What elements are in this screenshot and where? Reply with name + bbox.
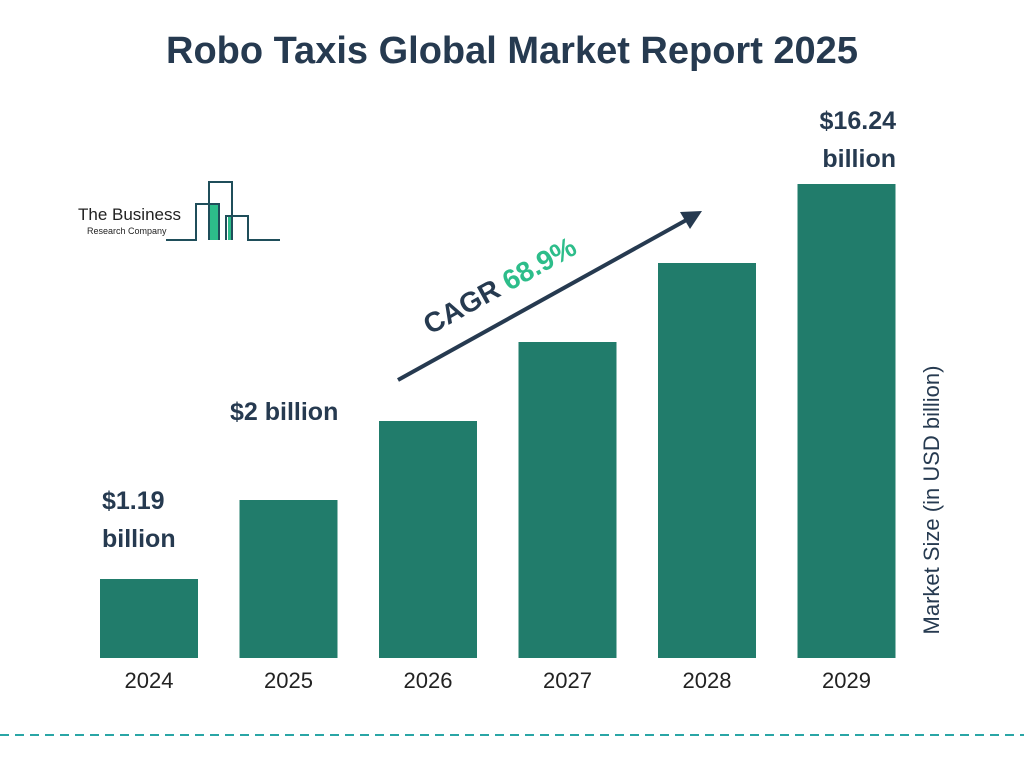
x-tick-label-2025: 2025: [264, 668, 313, 693]
x-tick-label-2024: 2024: [125, 668, 174, 693]
y-axis-label: Market Size (in USD billion): [919, 365, 944, 635]
chart-title: Robo Taxis Global Market Report 2025: [166, 30, 858, 72]
cagr-arrow-head: [680, 211, 702, 229]
bar-2024: [100, 579, 198, 658]
bar-2029: [797, 184, 896, 658]
data-label-2025-value: $2 billion: [230, 398, 339, 426]
data-label-2024-value: $1.19: [102, 487, 165, 515]
bar-2026: [379, 421, 477, 658]
data-label-2024-unit: billion: [102, 525, 176, 553]
x-tick-label-2029: 2029: [822, 668, 871, 693]
data-label-2024: $1.19 billion: [102, 482, 176, 558]
data-label-2029-value: $16.24: [819, 107, 896, 135]
logo-buildings-icon: [166, 181, 280, 241]
bar-2028: [658, 263, 756, 658]
bar-2025: [239, 500, 338, 658]
cagr-arrow-line: [397, 216, 691, 382]
bar-2027: [518, 342, 617, 658]
x-tick-label-2028: 2028: [683, 668, 732, 693]
data-label-2025: $2 billion: [230, 393, 338, 431]
logo-line1: The Business: [78, 205, 181, 224]
data-label-2029-unit: billion: [822, 145, 896, 173]
x-tick-label-2026: 2026: [404, 668, 453, 693]
x-tick-label-2027: 2027: [543, 668, 592, 693]
data-label-2029: $16.24 billion: [796, 102, 896, 178]
logo-line2: Research Company: [87, 226, 167, 236]
